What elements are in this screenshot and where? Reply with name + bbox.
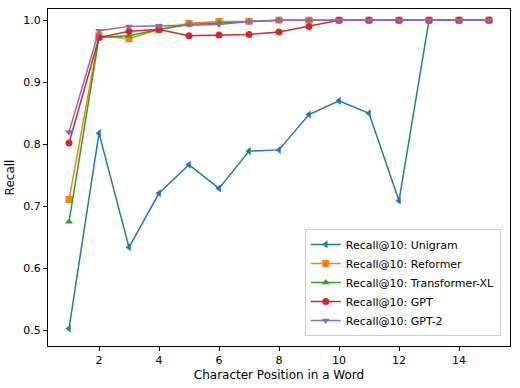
svg-text:0.9: 0.9 [23,76,41,89]
svg-text:14: 14 [452,354,466,367]
svg-text:0.5: 0.5 [23,324,41,337]
svg-text:Recall@10: Unigram: Recall@10: Unigram [346,239,458,252]
svg-text:4: 4 [156,354,163,367]
svg-text:10: 10 [332,354,346,367]
svg-text:Character Position in a Word: Character Position in a Word [194,368,364,382]
svg-text:Recall@10: Reformer: Recall@10: Reformer [346,258,462,271]
svg-text:2: 2 [96,354,103,367]
svg-text:Recall: Recall [3,160,17,196]
svg-text:8: 8 [276,354,283,367]
svg-text:12: 12 [392,354,406,367]
svg-text:0.8: 0.8 [23,138,41,151]
svg-text:Recall@10: GPT: Recall@10: GPT [346,296,433,309]
svg-text:Recall@10: Transformer-XL: Recall@10: Transformer-XL [346,277,494,290]
svg-text:0.7: 0.7 [23,200,41,213]
svg-text:6: 6 [216,354,223,367]
svg-text:0.6: 0.6 [23,262,41,275]
svg-text:Recall@10: GPT-2: Recall@10: GPT-2 [346,315,443,328]
svg-text:1.0: 1.0 [23,14,41,27]
